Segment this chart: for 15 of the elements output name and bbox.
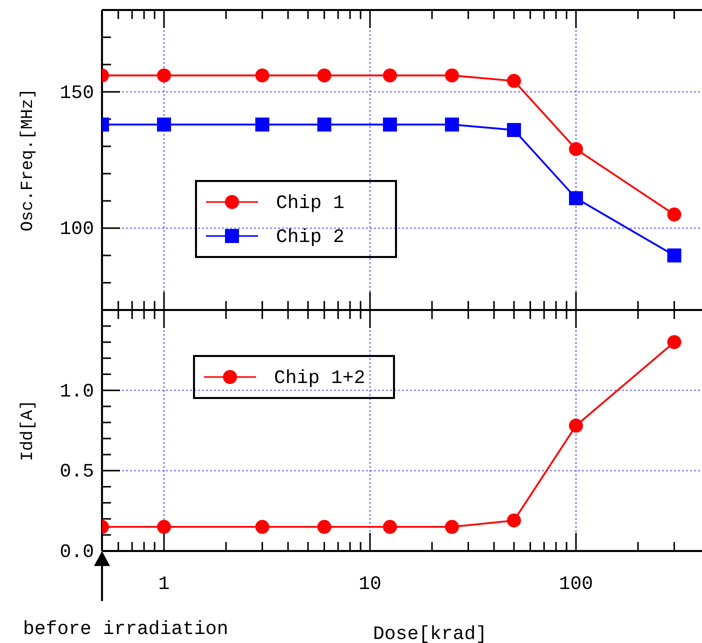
x-tick-label: 100 bbox=[558, 573, 594, 595]
y-axis-title: Idd[A] bbox=[19, 400, 38, 462]
y-tick-label: 0.0 bbox=[60, 541, 94, 563]
text: before irradiation bbox=[23, 618, 228, 640]
y-tick-label: 1.0 bbox=[60, 380, 94, 402]
legend-label: Chip 1 bbox=[276, 192, 344, 214]
legend-label: Chip 1+2 bbox=[274, 367, 366, 389]
x-axis-title: Dose[krad] bbox=[372, 623, 488, 643]
legend-label: Chip 2 bbox=[276, 226, 344, 248]
y-tick-label: 0.5 bbox=[60, 460, 94, 483]
x-tick-label: 10 bbox=[358, 573, 382, 595]
y-axis-title: Osc.Freq.[MHz] bbox=[19, 88, 38, 232]
y-tick-label: 100 bbox=[60, 218, 94, 240]
x-tick-label: 1 bbox=[158, 573, 170, 595]
y-tick-label: 150 bbox=[60, 82, 94, 104]
